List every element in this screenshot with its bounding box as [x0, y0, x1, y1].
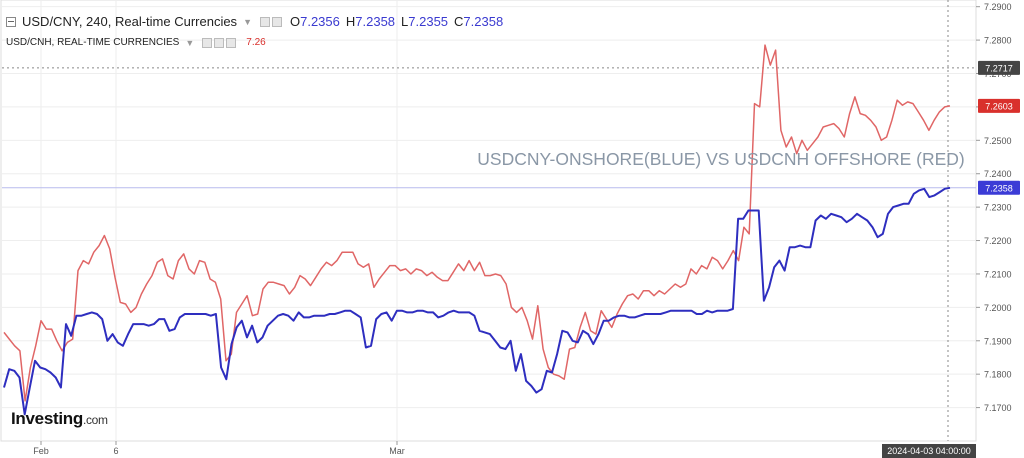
eye-icon[interactable]: [259, 16, 270, 27]
ohlc-low-value: 7.2355: [408, 14, 449, 29]
price-badge-label: 7.2603: [985, 101, 1013, 111]
ohlc-low-label: L: [401, 14, 409, 29]
y-tick-label: 7.2500: [984, 136, 1012, 146]
y-tick-label: 7.1700: [984, 403, 1012, 413]
ohlc-close-label: C: [454, 14, 464, 29]
chevron-down-icon[interactable]: ▼: [243, 16, 252, 27]
brand-logo: Investing.com: [11, 409, 108, 429]
chart-grid: [0, 0, 977, 442]
x-tick-label: Mar: [389, 446, 405, 456]
price-badge-crosshair: [978, 60, 1020, 75]
ohlc-open-label: O: [289, 14, 301, 29]
y-tick-label: 7.2900: [984, 2, 1012, 12]
ohlc-open-value: 7.2356: [300, 14, 340, 29]
chevron-down-icon[interactable]: ▼: [185, 37, 195, 48]
y-tick-label: 7.2100: [984, 269, 1012, 279]
gear-icon[interactable]: [214, 37, 225, 48]
y-tick-label: 7.2300: [984, 203, 1012, 213]
series-line-usd-cny: [3, 186, 951, 416]
brand-suffix: .com: [82, 413, 108, 427]
y-tick-label: 7.2400: [984, 169, 1012, 179]
y-tick-label: 7.2200: [984, 236, 1012, 246]
main-legend: USD/CNY, 240, Real-time Currencies ▼ O 7.…: [6, 14, 503, 29]
series-line-usd-cnh: [3, 44, 951, 402]
eye-icon[interactable]: [202, 37, 213, 48]
ohlc-close-value: 7.2358: [463, 14, 504, 29]
compare-legend: USD/CNH, REAL-TIME CURRENCIES ▼ 7.26: [6, 37, 266, 48]
crosshair-time-label: 2024-04-03 04:00:00: [887, 446, 971, 456]
chart-series: [3, 44, 951, 416]
collapse-icon[interactable]: [6, 16, 16, 27]
compare-series-title: USD/CNH, REAL-TIME CURRENCIES: [6, 37, 180, 48]
y-tick-label: 7.2800: [984, 36, 1012, 46]
crosshair-time-badge: [882, 444, 976, 458]
chart-annotation: USDCNY-ONSHORE(BLUE) VS USDCNH OFFSHORE …: [477, 149, 964, 169]
x-tick-label: Feb: [33, 446, 49, 456]
gear-icon[interactable]: [271, 16, 282, 27]
plot-frame: [0, 0, 977, 442]
close-icon[interactable]: [226, 37, 237, 48]
y-tick-label: 7.1900: [984, 336, 1012, 346]
compare-last-value: 7.26: [246, 37, 266, 48]
price-badge-label: 7.2358: [985, 183, 1013, 193]
price-badge-label: 7.2717: [985, 63, 1013, 73]
y-tick-label: 7.2000: [984, 303, 1012, 313]
y-tick-label: 7.1800: [984, 370, 1012, 380]
brand-name: Investing: [11, 409, 83, 428]
main-series-title: USD/CNY, 240, Real-time Currencies: [22, 14, 238, 29]
chart-axes: 7.29007.28007.27007.26007.25007.24007.23…: [33, 2, 1020, 458]
x-tick-label: 6: [113, 446, 118, 456]
ohlc-high-value: 7.2358: [355, 14, 396, 29]
ohlc-high-label: H: [345, 14, 356, 29]
price-badge-usd-cny: [978, 180, 1020, 195]
price-badge-usd-cnh: [978, 98, 1020, 113]
